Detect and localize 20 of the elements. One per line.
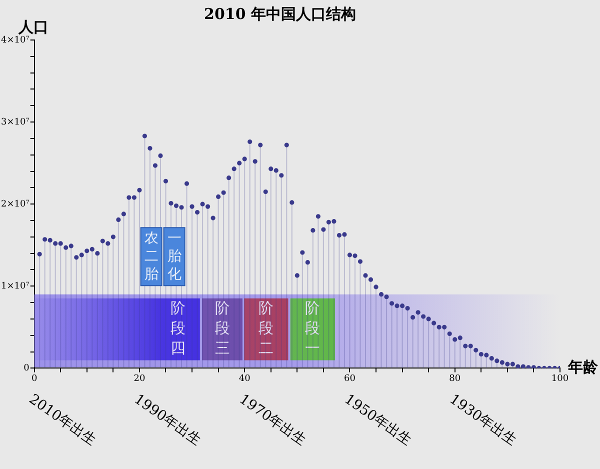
x-tick-label: 40 — [238, 374, 251, 384]
y-tick-label: 2×10⁷ — [1, 199, 30, 210]
x-tick-label: 100 — [551, 374, 569, 384]
annotation: 农二胎 — [144, 230, 158, 282]
annotation: 一胎化 — [167, 230, 182, 282]
band-label: 阶段一 — [305, 299, 320, 358]
x-tick-label: 80 — [449, 374, 461, 384]
y-tick-label: 3×10⁷ — [1, 117, 30, 128]
x-tick-label: 0 — [31, 374, 38, 384]
y-tick-label: 1×10⁷ — [1, 281, 30, 292]
band-label: 阶段四 — [170, 299, 186, 358]
y-axis-title: 人口 — [17, 18, 48, 36]
x-tick-label: 20 — [134, 374, 146, 384]
band-label: 阶段二 — [258, 299, 274, 358]
y-tick-label: 4×10⁷ — [1, 35, 30, 46]
y-tick-label: 0 — [24, 364, 30, 374]
x-tick-label: 60 — [344, 374, 356, 384]
x-axis-title: 年龄 — [567, 358, 599, 376]
chart-title: 2010 年中国人口结构 — [204, 4, 356, 23]
band-label: 阶段三 — [214, 299, 230, 358]
